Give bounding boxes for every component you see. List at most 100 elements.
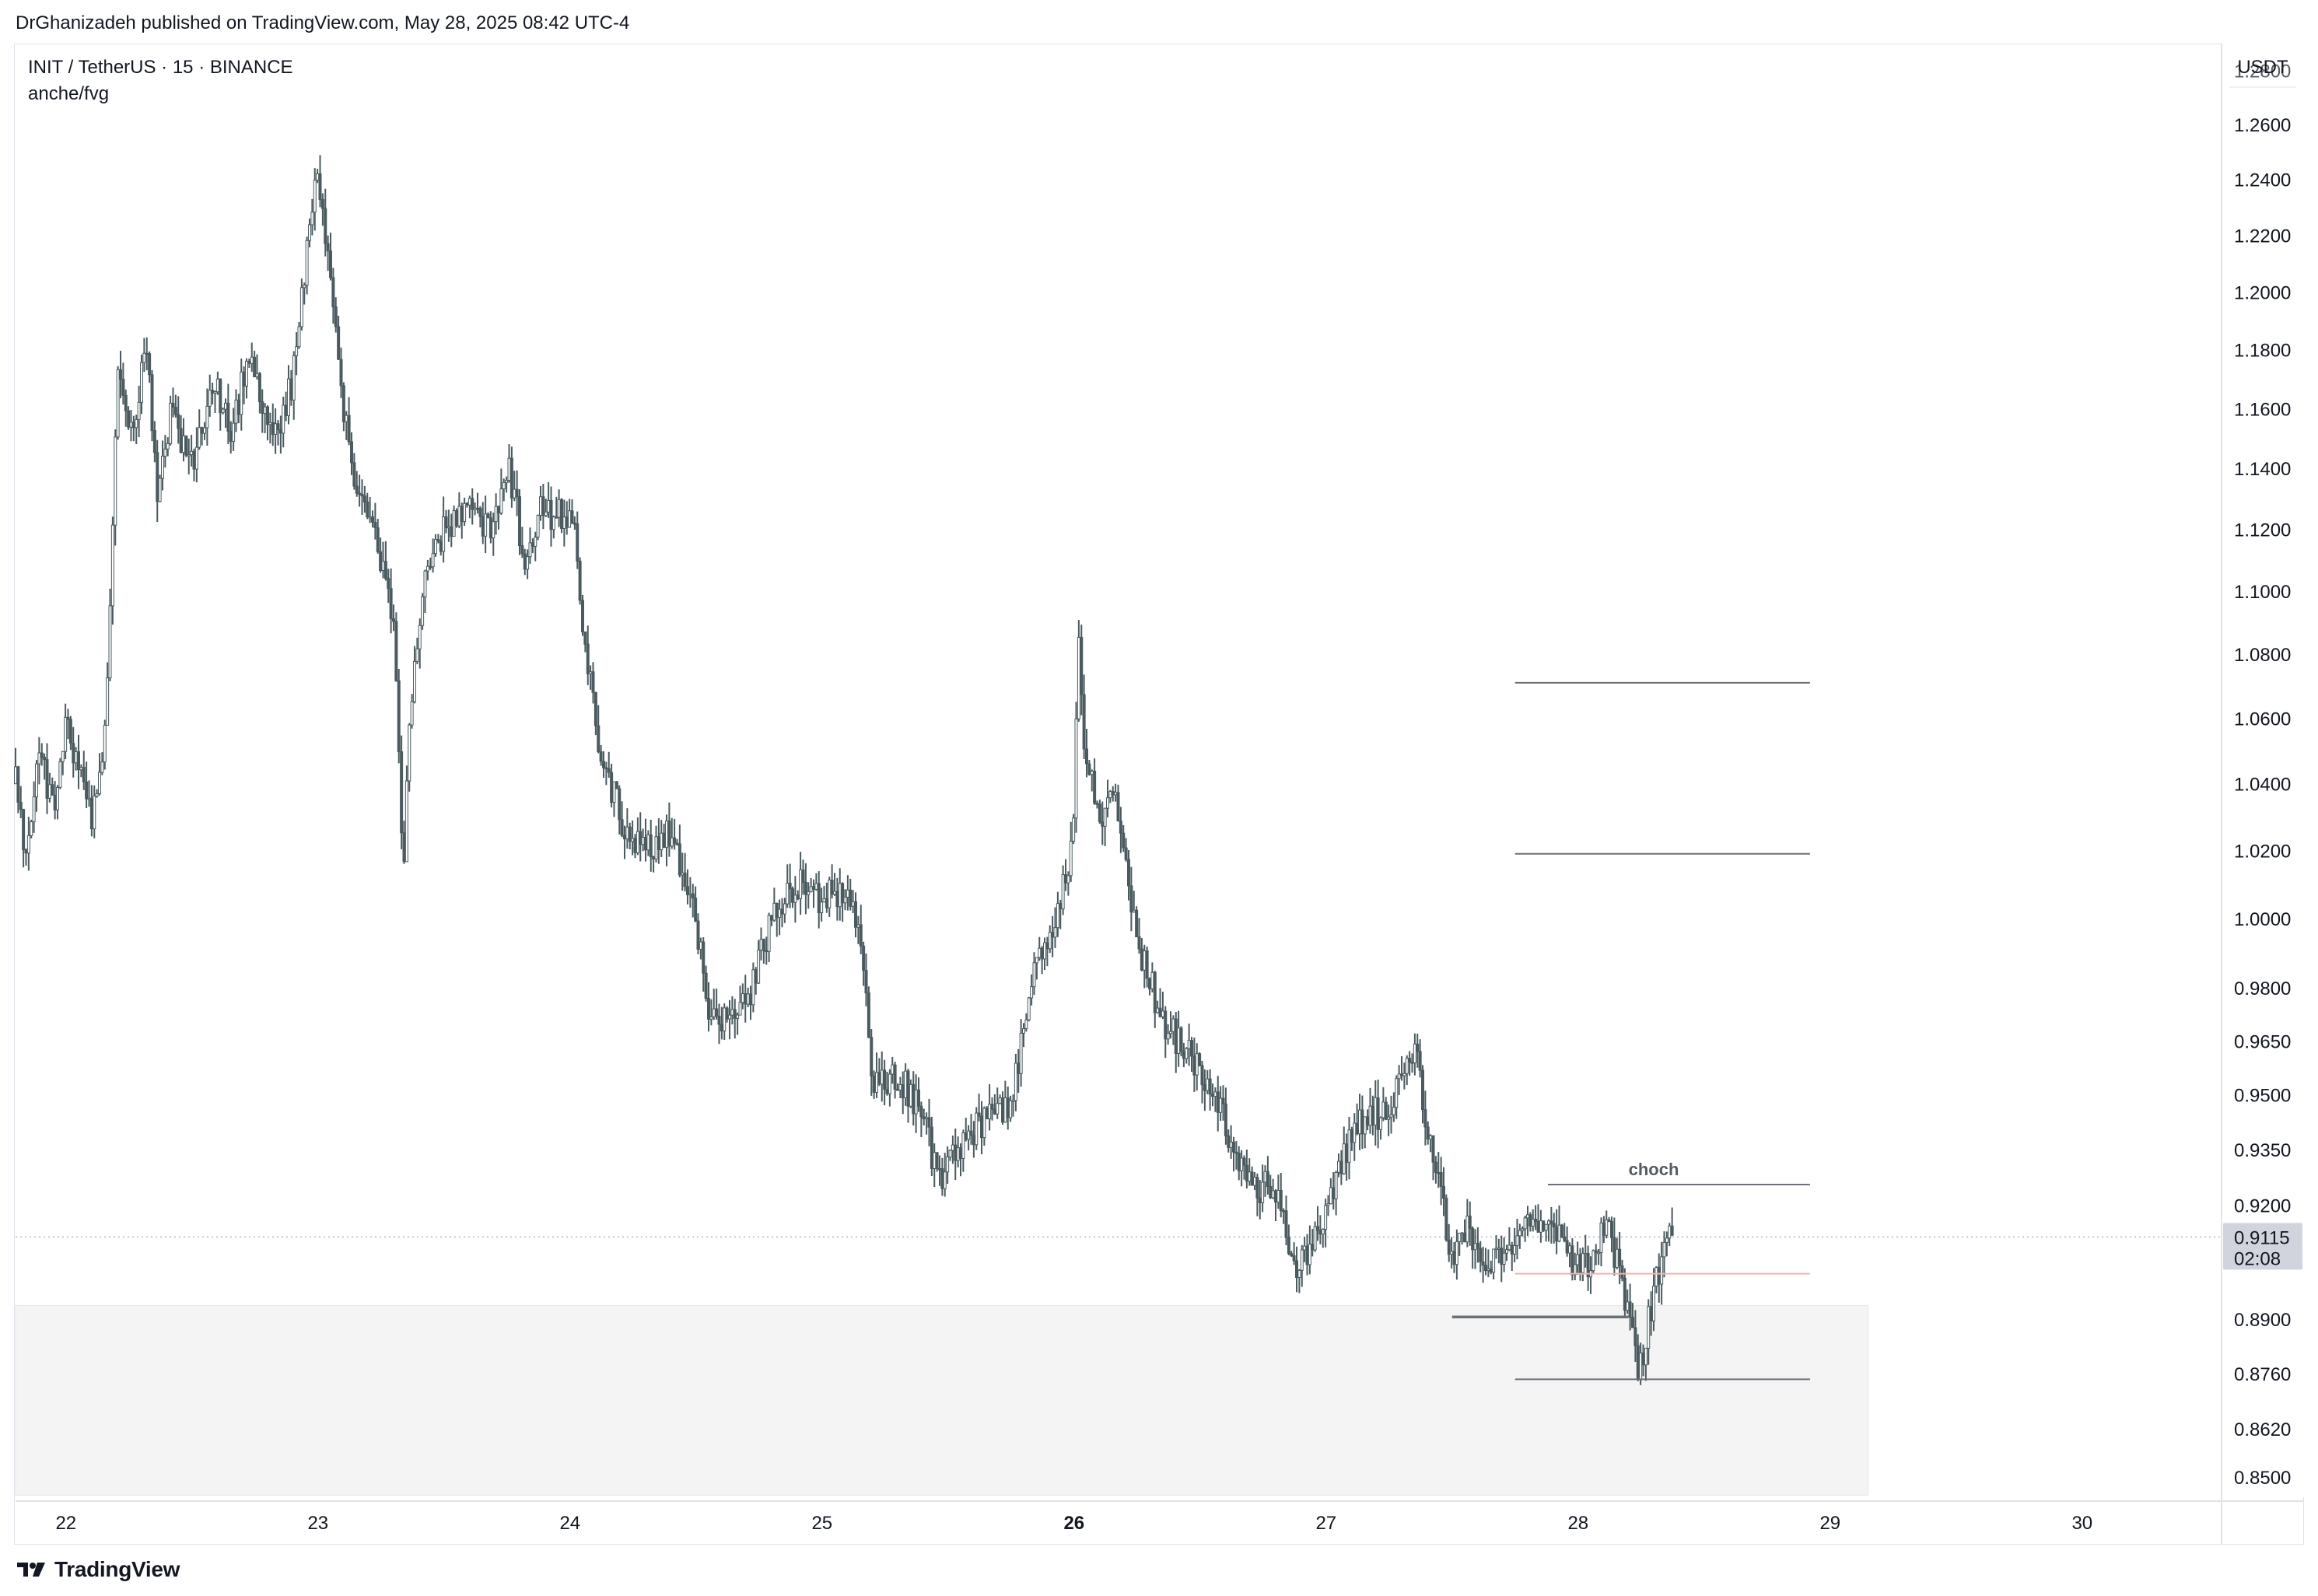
price-tick-label: 1.0200	[2234, 841, 2291, 862]
last-price-tag[interactable]	[2223, 1223, 2302, 1270]
candle-body	[1584, 1253, 1588, 1255]
candle-body	[972, 1135, 975, 1146]
candle-body	[1011, 1100, 1015, 1102]
candle-body	[1618, 1248, 1622, 1266]
candle-body	[1300, 1249, 1304, 1271]
candle-body	[639, 831, 643, 845]
candle-body	[1597, 1251, 1601, 1255]
candle-body	[728, 1014, 731, 1020]
candle-body	[688, 893, 692, 896]
candle-body	[980, 1115, 983, 1139]
candle-body	[1027, 997, 1031, 1020]
candle-body	[1187, 1040, 1191, 1049]
candle-body	[515, 488, 519, 498]
price-tick-label: 0.8500	[2234, 1468, 2291, 1489]
candle-body	[1484, 1265, 1487, 1272]
candle-body	[959, 1147, 962, 1160]
candle-body	[523, 553, 527, 570]
candle-body	[156, 452, 159, 502]
candle-body	[478, 507, 482, 517]
candle-body	[1434, 1161, 1437, 1173]
candle-body	[1245, 1164, 1248, 1182]
candle-body	[1355, 1122, 1359, 1135]
candle-body	[1345, 1143, 1349, 1163]
candle-body	[702, 941, 706, 974]
candle-body	[1471, 1227, 1475, 1251]
candle-body	[1090, 770, 1094, 775]
candle-body	[715, 1008, 719, 1017]
candle-body	[329, 250, 332, 278]
candle-body	[413, 660, 416, 702]
candle-body	[436, 539, 440, 542]
candle-body	[255, 373, 259, 377]
candle-body	[1405, 1058, 1409, 1074]
candle-body	[547, 499, 551, 513]
candle-body	[982, 1108, 986, 1139]
candle-body	[226, 402, 230, 432]
candle-body	[720, 1024, 723, 1032]
candle-body	[859, 924, 863, 947]
candle-body	[1056, 903, 1059, 929]
candle-body	[74, 751, 78, 764]
candle-body	[817, 883, 821, 914]
candle-body	[1381, 1101, 1385, 1118]
candle-body	[675, 842, 679, 845]
indicator-label[interactable]: anche/fvg	[28, 83, 110, 104]
candle-body	[221, 408, 225, 414]
candle-body	[1284, 1210, 1288, 1238]
price-axis[interactable]	[2222, 44, 2304, 1497]
candle-body	[1476, 1242, 1479, 1249]
candle-body	[1660, 1256, 1664, 1285]
candle-body	[383, 561, 387, 579]
candle-body	[919, 1105, 923, 1118]
last-price-value: 0.9115	[2234, 1227, 2290, 1248]
candle-body	[788, 883, 792, 890]
candle-body	[1318, 1230, 1322, 1235]
candle-body	[1082, 694, 1086, 750]
candle-body	[513, 488, 516, 499]
currency-label[interactable]: USDT	[2237, 57, 2288, 78]
candle-body	[173, 407, 177, 415]
candle-body	[1379, 1117, 1382, 1130]
candle-body	[922, 1116, 926, 1120]
candle-body	[725, 1007, 729, 1020]
candle-body	[1221, 1097, 1225, 1104]
fvg-zone[interactable]	[15, 1304, 1868, 1496]
candle-body	[337, 326, 341, 360]
candle-body	[505, 480, 509, 483]
candle-body	[975, 1112, 979, 1146]
candle-body	[599, 751, 603, 762]
candle-body	[1101, 821, 1105, 827]
symbol-title[interactable]: INIT / TetherUS · 15 · BINANCE	[28, 57, 293, 78]
candle-body	[1371, 1105, 1374, 1125]
candle-body	[741, 993, 744, 1003]
candle-body	[1137, 936, 1141, 950]
candle-body	[1006, 1097, 1010, 1118]
candle-body	[318, 173, 322, 201]
candle-body	[856, 924, 860, 928]
candle-body	[1570, 1245, 1574, 1276]
candle-body	[1263, 1171, 1267, 1183]
candle-body	[822, 898, 826, 903]
candle-body	[849, 889, 853, 907]
candle-body	[1581, 1253, 1584, 1273]
candle-body	[993, 1108, 996, 1115]
candle-body	[205, 405, 209, 429]
candle-body	[1670, 1225, 1674, 1236]
candle-body	[208, 390, 212, 407]
candle-body	[358, 492, 362, 495]
candle-body	[1030, 986, 1034, 999]
candle-body	[751, 969, 755, 1006]
tradingview-brand[interactable]: TradingView	[16, 1557, 180, 1582]
candle-body	[1316, 1226, 1319, 1231]
candle-body	[872, 1075, 876, 1093]
candle-body	[670, 837, 674, 847]
candle-body	[914, 1089, 918, 1115]
candle-body	[694, 898, 698, 922]
candle-body	[898, 1083, 902, 1091]
candle-body	[1213, 1091, 1217, 1097]
candle-body	[66, 716, 70, 720]
candle-body	[565, 516, 569, 528]
candle-body	[460, 506, 464, 523]
